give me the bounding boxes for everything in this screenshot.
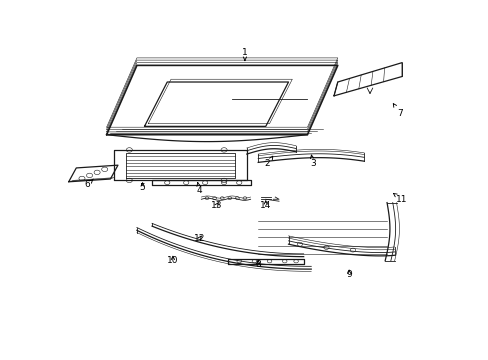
Text: 9: 9 [346, 270, 351, 279]
Text: 6: 6 [84, 179, 93, 189]
Text: 11: 11 [392, 193, 407, 204]
Text: 13: 13 [210, 201, 222, 210]
Text: 10: 10 [167, 256, 178, 265]
Text: 7: 7 [392, 104, 403, 118]
Text: 2: 2 [264, 156, 272, 168]
Text: 12: 12 [193, 234, 205, 243]
Text: 4: 4 [196, 183, 202, 195]
Text: 14: 14 [260, 201, 271, 210]
Text: 1: 1 [242, 48, 247, 60]
Text: 5: 5 [140, 183, 145, 192]
Text: 8: 8 [255, 260, 261, 269]
Text: 3: 3 [309, 155, 315, 168]
